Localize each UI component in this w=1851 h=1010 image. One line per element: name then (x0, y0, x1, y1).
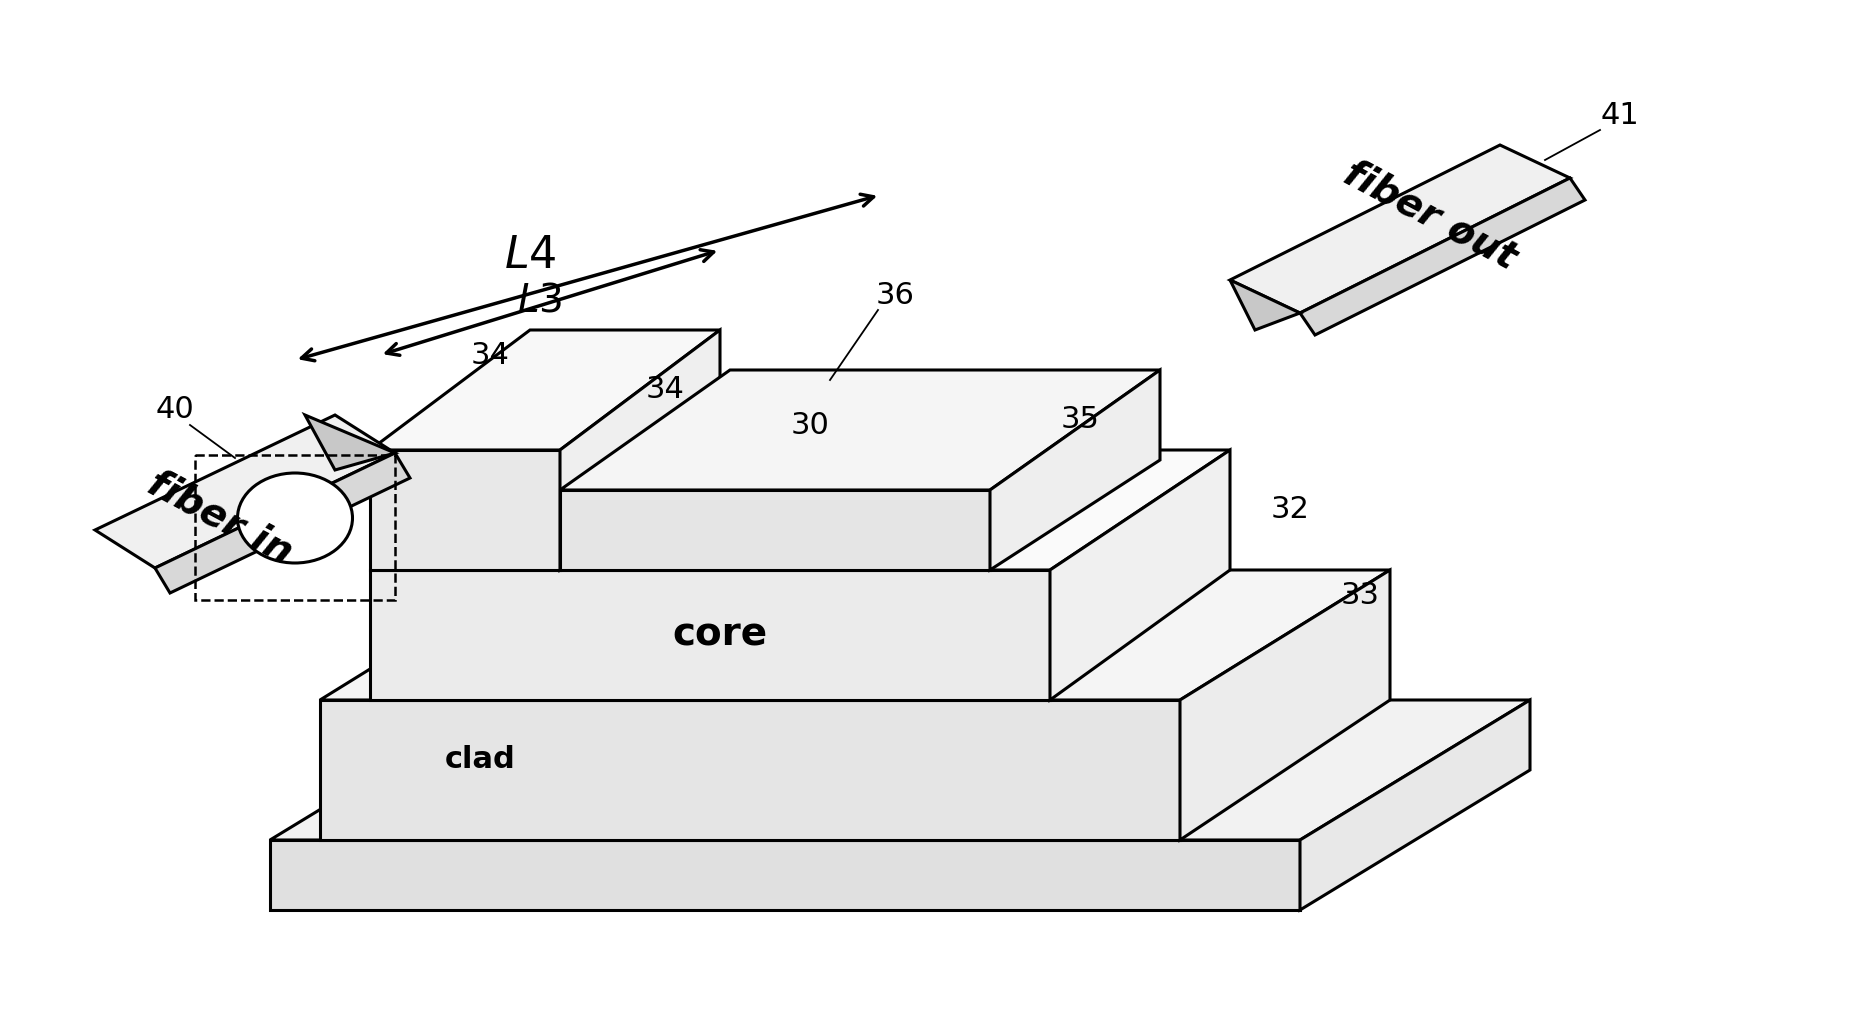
Polygon shape (561, 330, 720, 570)
Polygon shape (370, 570, 1050, 700)
Text: 35: 35 (1061, 405, 1099, 434)
Text: $\it{L4}$: $\it{L4}$ (503, 233, 557, 277)
Polygon shape (320, 700, 1179, 840)
Text: 36: 36 (876, 281, 914, 309)
Polygon shape (1231, 145, 1570, 313)
Text: clad: clad (444, 745, 515, 775)
Polygon shape (370, 450, 1231, 570)
Polygon shape (1231, 280, 1299, 330)
Polygon shape (1050, 450, 1231, 700)
Polygon shape (1299, 700, 1531, 910)
Ellipse shape (237, 473, 352, 563)
Text: 33: 33 (1340, 581, 1379, 609)
Polygon shape (370, 450, 561, 570)
Polygon shape (155, 453, 411, 593)
Polygon shape (370, 330, 720, 450)
Polygon shape (320, 570, 1390, 700)
Text: $\it{L3}$: $\it{L3}$ (518, 281, 563, 319)
Text: fiber in: fiber in (141, 465, 298, 572)
Text: core: core (672, 616, 768, 654)
Text: 34: 34 (470, 340, 509, 370)
Polygon shape (1299, 178, 1584, 335)
Polygon shape (94, 415, 394, 568)
Text: 41: 41 (1601, 101, 1640, 129)
Polygon shape (561, 490, 990, 570)
Text: 32: 32 (1270, 496, 1309, 524)
Text: 30: 30 (790, 410, 829, 439)
Polygon shape (561, 370, 1161, 490)
Polygon shape (270, 700, 1531, 840)
Polygon shape (305, 415, 394, 470)
Polygon shape (990, 370, 1161, 570)
Polygon shape (270, 840, 1299, 910)
Text: fiber out: fiber out (1336, 154, 1523, 277)
Text: 40: 40 (155, 396, 194, 424)
Polygon shape (1179, 570, 1390, 840)
Text: 34: 34 (646, 376, 685, 404)
